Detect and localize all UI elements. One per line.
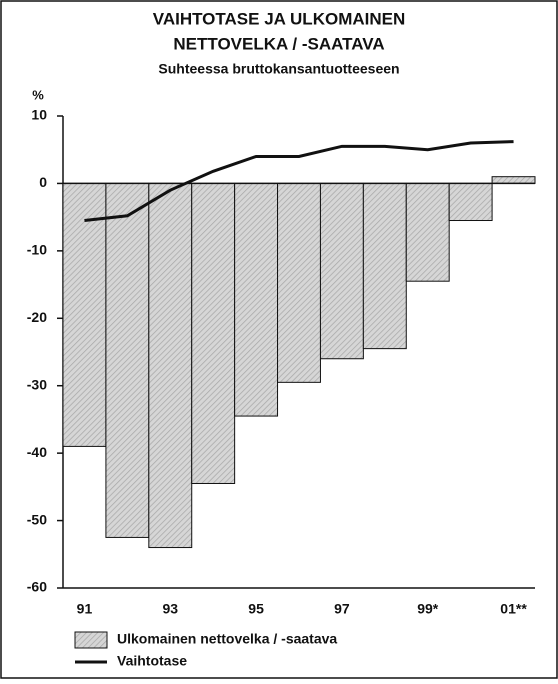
y-tick-label: -40 (27, 444, 47, 460)
bar (448, 182, 493, 222)
x-tick-label: 99* (417, 601, 439, 617)
line (84, 140, 514, 223)
bar (62, 182, 107, 447)
bar (362, 182, 407, 350)
bar (491, 176, 536, 184)
y-tick-label: -10 (27, 242, 47, 258)
chart-title: VAIHTOTASE JA ULKOMAINEN (153, 9, 406, 28)
bar (319, 182, 364, 360)
x-tick-label: 01** (500, 601, 527, 617)
bar (405, 182, 450, 282)
bar (148, 182, 193, 549)
y-tick-label: -60 (27, 579, 47, 595)
y-axis-label: % (32, 87, 44, 102)
x-tick-label: 91 (77, 601, 93, 617)
y-tick-label: -30 (27, 376, 47, 392)
chart-title: NETTOVELKA / -SAATAVA (173, 34, 384, 53)
y-tick-label: -50 (27, 511, 47, 527)
y-tick-label: 0 (39, 174, 47, 190)
x-tick-label: 95 (248, 601, 264, 617)
legend-label: Vaihtotase (117, 653, 187, 669)
legend-swatch (74, 631, 108, 649)
bar (191, 182, 236, 484)
bar (277, 182, 321, 383)
chart-subtitle: Suhteessa bruttokansantuotteeseen (158, 61, 399, 77)
y-tick-label: -20 (27, 309, 47, 325)
bar (234, 182, 279, 417)
y-tick-label: 10 (31, 107, 47, 123)
x-tick-label: 97 (334, 601, 350, 617)
legend-label: Ulkomainen nettovelka / -saatava (117, 631, 337, 647)
bar (105, 182, 150, 538)
x-tick-label: 93 (162, 601, 178, 617)
